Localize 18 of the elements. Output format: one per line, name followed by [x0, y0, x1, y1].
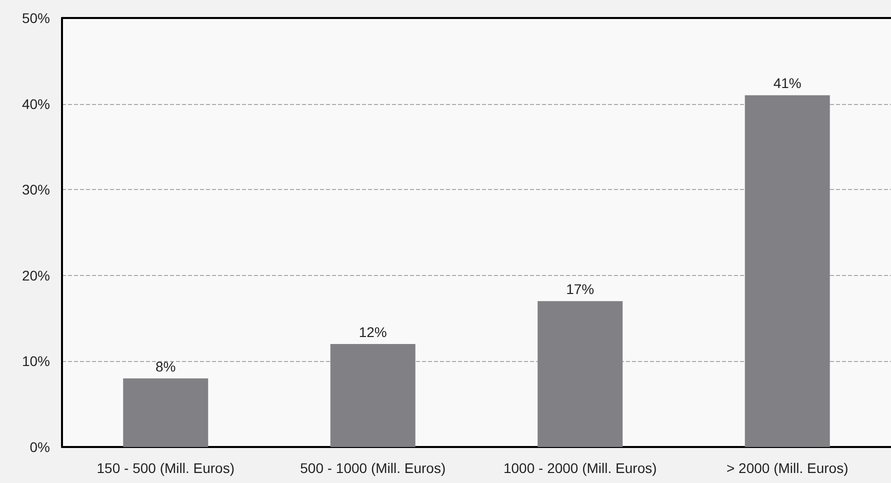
y-tick-label: 50% — [22, 10, 50, 26]
bar — [744, 95, 830, 447]
y-tick-label: 0% — [30, 439, 50, 455]
x-tick-label: 150 - 500 (Mill. Euros) — [96, 460, 234, 476]
bar — [123, 378, 208, 447]
bar — [538, 301, 623, 447]
x-tick-label: 500 - 1000 (Mill. Euros) — [300, 460, 446, 476]
bar — [330, 344, 416, 447]
data-label: 41% — [773, 75, 802, 92]
x-tick-label: > 2000 (Mill. Euros) — [726, 460, 848, 476]
x-tick-label: 1000 - 2000 (Mill. Euros) — [503, 460, 657, 476]
y-tick-label: 10% — [22, 353, 50, 370]
y-tick-label: 20% — [22, 267, 50, 284]
data-label: 17% — [566, 281, 594, 298]
y-tick-label: 30% — [22, 182, 50, 198]
data-label: 12% — [358, 324, 387, 340]
data-label: 8% — [156, 358, 176, 374]
y-tick-label: 40% — [22, 96, 50, 112]
